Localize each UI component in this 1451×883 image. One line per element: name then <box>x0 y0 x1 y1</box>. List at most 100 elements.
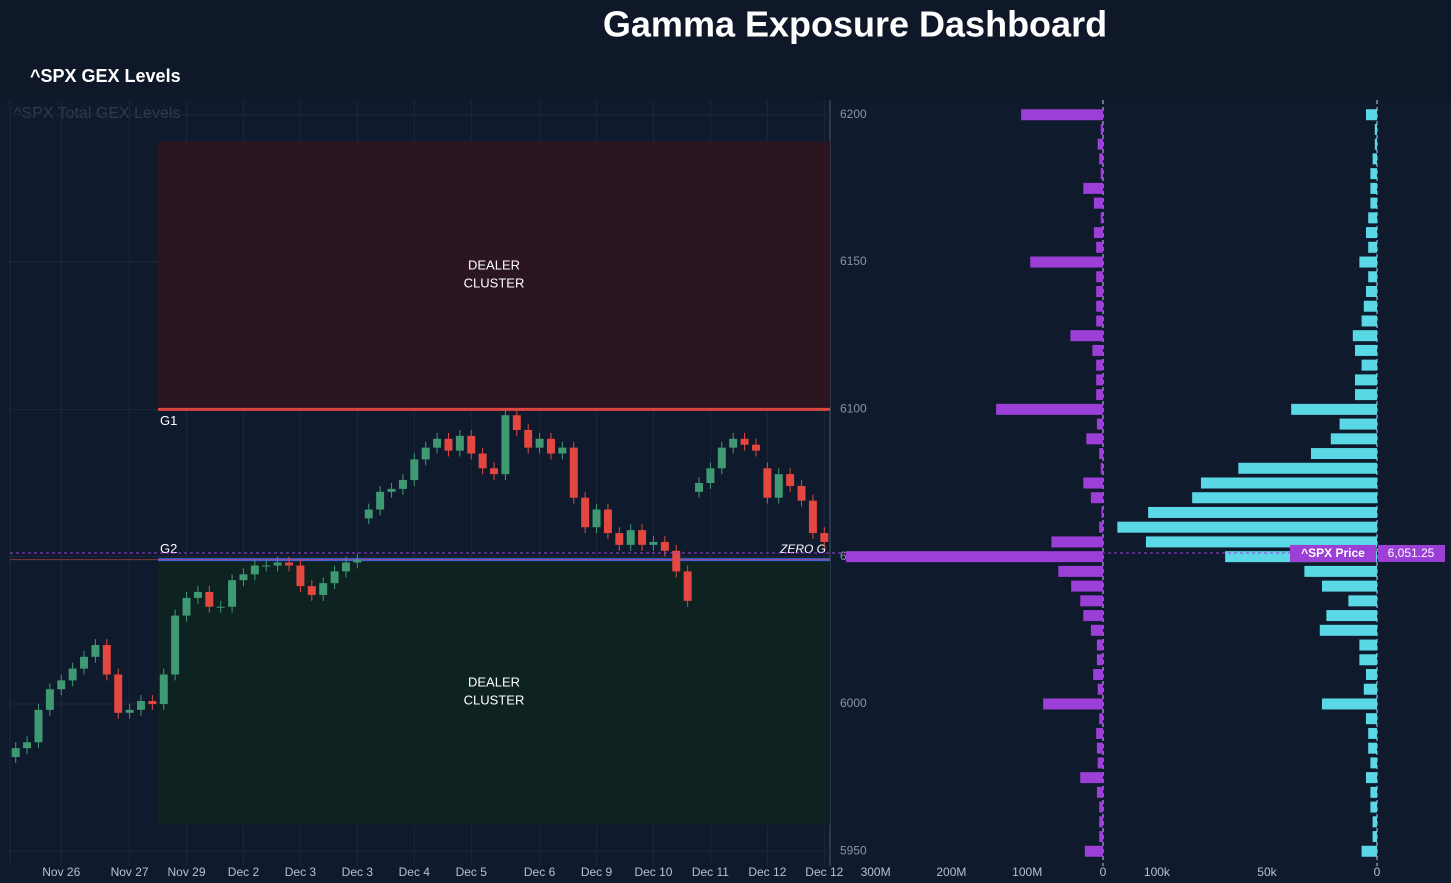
gex-bar <box>1100 123 1103 135</box>
x-tick-label: 100M <box>1012 865 1042 879</box>
candle-body <box>23 742 32 749</box>
candle-body <box>615 533 624 545</box>
zone-label: DEALER <box>468 258 520 273</box>
x-tick-label: Dec 5 <box>456 865 488 879</box>
gex-bar <box>1330 433 1377 445</box>
gex-bar <box>1148 506 1377 518</box>
x-tick-label: Nov 29 <box>168 865 206 879</box>
x-tick-label: 100k <box>1144 865 1171 879</box>
x-tick-label: 0 <box>1100 865 1107 879</box>
gex-bar <box>1352 330 1377 342</box>
candle-body <box>455 435 464 451</box>
candle-body <box>341 562 350 572</box>
candle-body <box>695 483 704 492</box>
candle-body <box>467 435 476 454</box>
gex-bar <box>1363 683 1377 695</box>
gex-bar <box>1363 300 1377 312</box>
gex-bar <box>1359 654 1377 666</box>
candle-body <box>717 447 726 469</box>
candle-body <box>683 571 692 601</box>
gamma-level-label: G1 <box>160 413 177 428</box>
candle-body <box>68 668 77 681</box>
candle-body <box>250 565 259 575</box>
candle-body <box>171 615 180 675</box>
gex-bar <box>1321 580 1377 592</box>
candle-body <box>136 701 145 710</box>
candle-body <box>729 438 738 448</box>
price-value: 6,051.25 <box>1388 546 1435 560</box>
x-tick-label: 300M <box>861 865 891 879</box>
price-name-box <box>1290 544 1376 562</box>
price-value-box <box>1378 544 1445 562</box>
gex-bar <box>1372 831 1377 843</box>
gex-bar <box>1368 727 1377 739</box>
gex-bar <box>1099 713 1103 725</box>
zone-label: CLUSTER <box>464 693 525 708</box>
gex-bar <box>1080 772 1103 784</box>
gex-bar <box>1097 138 1103 150</box>
gex-bar <box>1099 448 1103 460</box>
candle-body <box>387 488 396 492</box>
candle-body <box>34 709 43 743</box>
gex-bar <box>1096 742 1103 754</box>
x-tick-label: 200M <box>936 865 966 879</box>
candle-body <box>524 429 533 448</box>
panel-title: ^SPX GEX Levels <box>30 66 181 86</box>
gex-bar <box>1359 256 1377 268</box>
gex-bar <box>1365 772 1377 784</box>
candle-body <box>444 438 453 451</box>
candle-body <box>216 606 225 608</box>
zone-label: DEALER <box>468 675 520 690</box>
gex-bar <box>1097 683 1103 695</box>
gex-bar <box>1370 197 1377 209</box>
y-tick-label: 5950 <box>840 843 867 857</box>
gex-bar <box>1354 374 1377 386</box>
gex-bar <box>1359 639 1377 651</box>
gex-bar <box>1043 698 1103 710</box>
candle-body <box>421 447 430 460</box>
gex-bar <box>1321 698 1377 710</box>
candle-body <box>706 468 715 483</box>
x-tick-label: Dec 12 <box>748 865 786 879</box>
gex-bar <box>1090 624 1103 636</box>
candle-body <box>285 562 294 566</box>
gex-bar <box>1200 477 1377 489</box>
gex-bar <box>1096 639 1103 651</box>
gex-bar <box>996 403 1103 415</box>
gex-bar <box>1096 418 1103 430</box>
candle-body <box>774 474 783 498</box>
gex-bar <box>1361 315 1377 327</box>
gex-bar <box>1099 816 1103 828</box>
gex-bar <box>1368 742 1377 754</box>
candle-body <box>626 530 635 545</box>
x-tick-label: Nov 26 <box>42 865 80 879</box>
gamma-level-label: G2 <box>160 541 177 556</box>
gex-bar <box>1370 801 1377 813</box>
price-name: ^SPX Price <box>1301 546 1365 560</box>
gex-bar <box>1096 300 1103 312</box>
gex-bar <box>1101 506 1103 518</box>
gex-bar <box>1372 153 1377 165</box>
gex-bar <box>1093 669 1103 680</box>
candle-body <box>490 468 499 475</box>
candle-body <box>182 597 191 616</box>
gex-bar <box>1370 182 1377 194</box>
gex-bar <box>1096 727 1103 739</box>
gex-bar <box>1084 845 1103 857</box>
gex-bar <box>1096 654 1103 666</box>
candle-body <box>296 565 305 587</box>
candle-body <box>398 480 407 489</box>
gex-bar <box>1238 462 1377 474</box>
gex-bar <box>1083 610 1103 622</box>
gex-bar <box>1070 330 1103 342</box>
gex-bar <box>1100 462 1103 474</box>
gex-bar <box>1354 344 1377 356</box>
gex-bar <box>1096 241 1103 253</box>
gex-bar <box>1304 565 1377 577</box>
x-tick-label: Dec 3 <box>285 865 317 879</box>
gex-bar <box>1096 286 1103 297</box>
candle-body <box>478 453 487 469</box>
gex-bar <box>1096 271 1103 283</box>
